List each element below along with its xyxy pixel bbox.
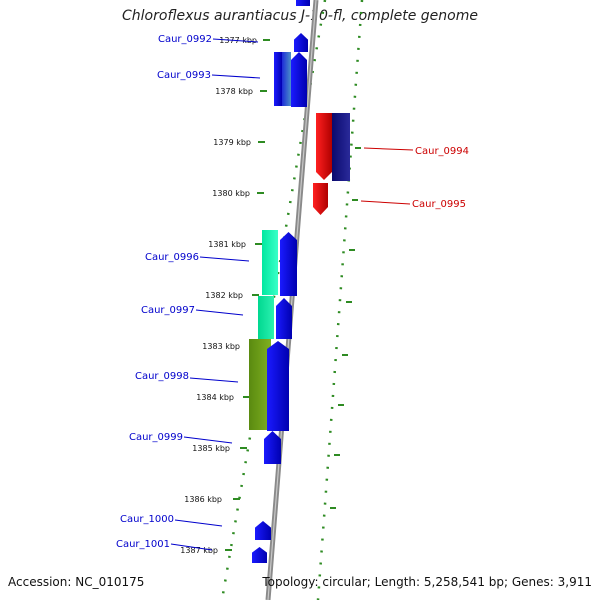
kbp-tick-label: 1378 kbp — [215, 87, 253, 96]
gene-label: Caur_0994 — [415, 146, 469, 157]
gene-label-connector — [189, 377, 239, 383]
kbp-tick-label: 1379 kbp — [213, 138, 251, 147]
gene-arrow-caur-0997 — [276, 298, 292, 339]
gene-label: Caur_1001 — [116, 539, 170, 550]
gene-label: Caur_0995 — [412, 199, 466, 210]
gene-arrow-caur-0998 — [267, 341, 289, 431]
gene-box-caur-0997 — [258, 296, 274, 339]
gene-box-caur-0993-b — [282, 52, 291, 106]
gene-label-connector — [363, 147, 414, 151]
gene-arrow-partial — [296, 0, 310, 6]
gene-arrow-caur-0999 — [264, 431, 281, 464]
gene-box-caur-0994-navy — [332, 113, 350, 181]
gene-arrow-caur-1001 — [252, 547, 267, 563]
gene-label-connector — [174, 519, 223, 527]
gene-label-connector — [360, 200, 411, 205]
gene-box-caur-0998 — [249, 339, 271, 430]
kbp-tick-label: 1386 kbp — [184, 495, 222, 504]
gene-label: Caur_0992 — [158, 34, 212, 45]
kbp-tick-label: 1385 kbp — [192, 444, 230, 453]
gene-label: Caur_0998 — [135, 371, 189, 382]
kbp-tick-label: 1381 kbp — [208, 240, 246, 249]
gene-label-connector — [211, 74, 261, 79]
gene-arrow-caur-0995 — [313, 183, 328, 215]
gene-arrow-caur-0992 — [294, 33, 308, 52]
guide-track-outer — [316, 0, 364, 600]
gene-arrow-caur-0996 — [280, 232, 297, 296]
gene-box-caur-0996 — [262, 230, 278, 295]
kbp-tick-label: 1384 kbp — [196, 393, 234, 402]
gene-label: Caur_0997 — [141, 305, 195, 316]
gene-arrow-caur-0993 — [291, 52, 307, 107]
gene-label-connector — [183, 436, 233, 444]
kbp-tick-label: 1380 kbp — [212, 189, 250, 198]
gene-label: Caur_0999 — [129, 432, 183, 443]
gene-label: Caur_0996 — [145, 252, 199, 263]
gene-box-caur-0993-a — [274, 52, 282, 106]
map-title: Chloroflexus aurantiacus J-10-fl, comple… — [122, 8, 478, 24]
gene-label-connector — [195, 309, 244, 316]
accession-text: Accession: NC_010175 — [8, 575, 145, 589]
gene-label: Caur_1000 — [120, 514, 174, 525]
gene-label-connector — [212, 38, 259, 43]
gene-arrow-caur-0994 — [316, 113, 332, 180]
kbp-tick-label: 1387 kbp — [180, 546, 218, 555]
topology-text: Topology: circular; Length: 5,258,541 bp… — [262, 575, 592, 589]
gene-label-connector — [170, 543, 213, 551]
kbp-tick-label: 1383 kbp — [202, 342, 240, 351]
gene-label-connector — [199, 256, 250, 262]
gene-label: Caur_0993 — [157, 70, 211, 81]
kbp-tick-label: 1382 kbp — [205, 291, 243, 300]
gene-arrow-caur-1000 — [255, 521, 271, 540]
